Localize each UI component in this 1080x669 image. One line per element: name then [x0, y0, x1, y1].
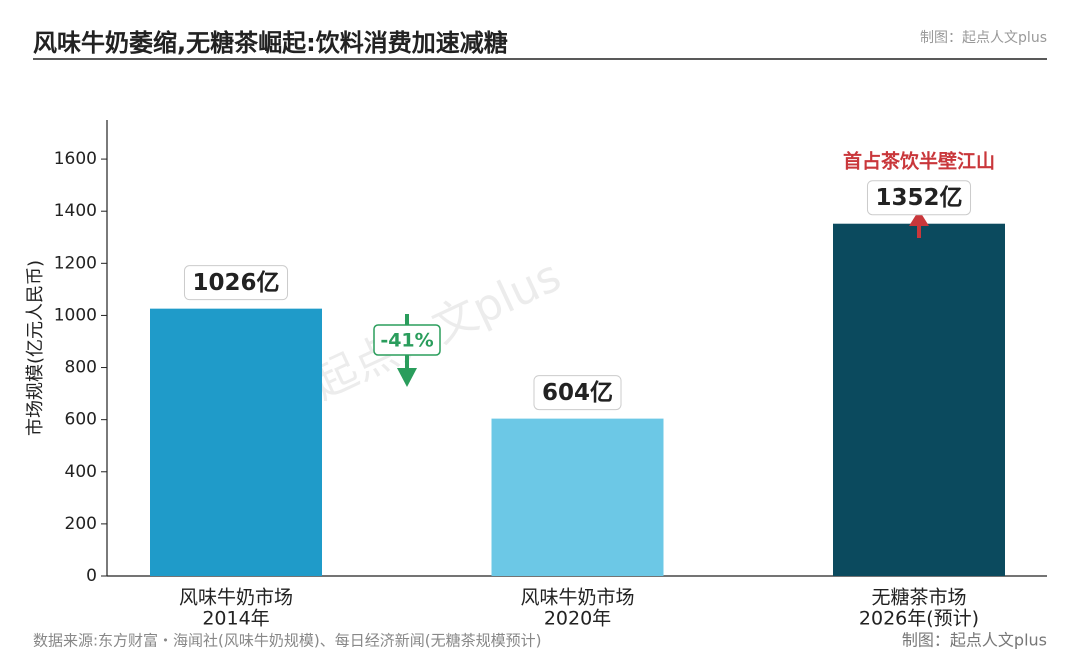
y-tick-label: 800	[65, 358, 97, 378]
value-label-box	[533, 375, 622, 411]
highlight-note: 首占茶饮半壁江山	[843, 150, 995, 173]
change-label: -41%	[380, 330, 433, 352]
x-tick-label: 无糖茶市场	[871, 587, 966, 609]
value-label-box	[866, 180, 972, 216]
bar	[833, 223, 1005, 576]
credit: 制图：起点人文plus	[920, 30, 1047, 46]
y-tick-label: 0	[86, 566, 97, 586]
credit-bottom: 制图：起点人文plus	[902, 631, 1047, 650]
bar	[491, 418, 664, 576]
chart-title: 风味牛奶萎缩,无糖茶崛起:饮料消费加速减糖	[33, 29, 508, 57]
value-label: 604亿	[542, 380, 613, 406]
value-label: 1352亿	[875, 185, 962, 211]
y-tick-label: 600	[65, 410, 97, 430]
increase-arrow	[909, 210, 929, 238]
y-tick-label: 1400	[54, 201, 97, 221]
y-tick-label: 200	[65, 514, 97, 534]
x-tick-label: 风味牛奶市场	[179, 587, 293, 609]
x-tick-label: 2020年	[544, 608, 611, 630]
value-label-box	[183, 265, 289, 301]
y-tick-label: 400	[65, 462, 97, 482]
value-label: 1026亿	[192, 270, 279, 296]
x-tick-label: 风味牛奶市场	[520, 587, 634, 609]
bar	[150, 308, 322, 576]
y-tick-label: 1600	[54, 149, 97, 169]
x-tick-label: 2026年(预计)	[859, 608, 979, 630]
decrease-arrow	[373, 314, 441, 387]
source: 数据来源:东方财富・海闻社(风味牛奶规模)、每日经济新闻(无糖茶规模预计)	[33, 632, 541, 650]
y-tick-label: 1000	[54, 305, 97, 325]
y-tick-label: 1200	[54, 253, 97, 273]
y-axis-label: 市场规模(亿元人民币)	[25, 260, 46, 436]
x-tick-label: 2014年	[202, 608, 269, 630]
